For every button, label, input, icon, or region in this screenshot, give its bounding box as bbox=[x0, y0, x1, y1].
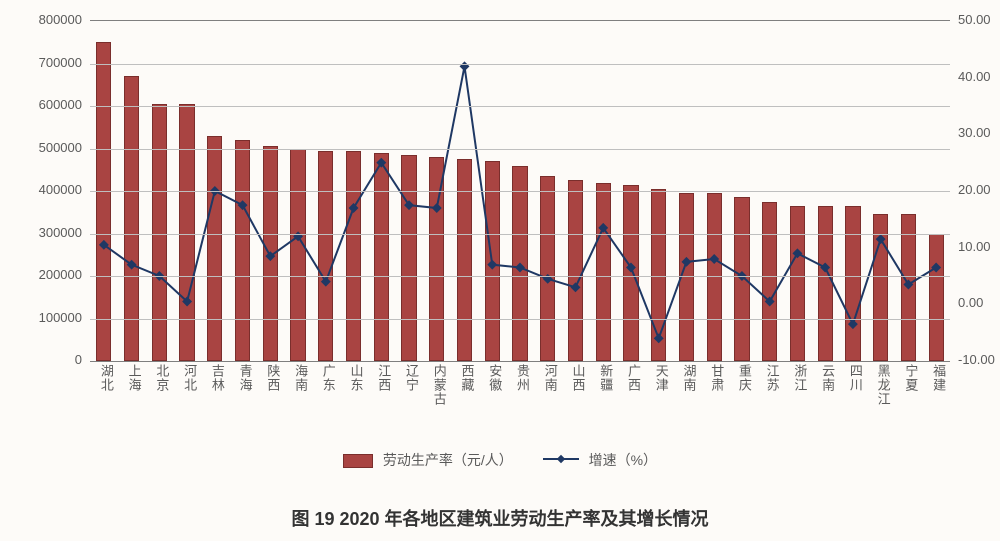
plot-area bbox=[90, 20, 950, 362]
y-left-tick: 0 bbox=[0, 352, 82, 367]
x-tick: 青海 bbox=[236, 364, 255, 392]
x-tick: 吉林 bbox=[208, 364, 227, 392]
x-tick: 河北 bbox=[180, 364, 199, 392]
x-tick: 新疆 bbox=[596, 364, 615, 392]
legend-item-bar: 劳动生产率（元/人） bbox=[343, 450, 513, 470]
legend-swatch-bar bbox=[343, 454, 373, 468]
y-right-tick: 10.00 bbox=[958, 239, 991, 254]
legend-label-bar: 劳动生产率（元/人） bbox=[383, 452, 513, 468]
chart-container: 0 100000 200000 300000 400000 500000 600000 700… bbox=[0, 0, 1000, 541]
y-left-tick: 600000 bbox=[0, 97, 82, 112]
x-tick: 山东 bbox=[347, 364, 366, 392]
y-left-tick: 400000 bbox=[0, 182, 82, 197]
legend: 劳动生产率（元/人） 增速（%） bbox=[0, 450, 1000, 470]
x-tick: 河南 bbox=[541, 364, 560, 392]
y-left-tick: 100000 bbox=[0, 310, 82, 325]
x-tick: 广东 bbox=[319, 364, 338, 392]
legend-swatch-line bbox=[543, 453, 579, 465]
y-right-tick: 20.00 bbox=[958, 182, 991, 197]
x-tick: 湖南 bbox=[679, 364, 698, 392]
legend-label-line: 增速（%） bbox=[589, 452, 657, 468]
x-tick: 四川 bbox=[846, 364, 865, 392]
x-tick: 北京 bbox=[152, 364, 171, 392]
y-right-tick: 50.00 bbox=[958, 12, 991, 27]
x-tick: 湖北 bbox=[97, 364, 116, 392]
y-left-tick: 200000 bbox=[0, 267, 82, 282]
y-left-tick: 700000 bbox=[0, 55, 82, 70]
x-tick: 上海 bbox=[125, 364, 144, 392]
x-tick: 黑龙江 bbox=[874, 364, 893, 406]
x-tick: 天津 bbox=[652, 364, 671, 392]
x-tick: 山西 bbox=[568, 364, 587, 392]
y-right-tick: 40.00 bbox=[958, 69, 991, 84]
y-right-tick: 0.00 bbox=[958, 295, 983, 310]
x-tick: 甘肃 bbox=[707, 364, 726, 392]
x-tick: 宁夏 bbox=[901, 364, 920, 392]
x-tick: 江西 bbox=[374, 364, 393, 392]
x-tick: 重庆 bbox=[735, 364, 754, 392]
x-tick: 江苏 bbox=[763, 364, 782, 392]
x-tick: 内蒙古 bbox=[430, 364, 449, 406]
x-tick: 云南 bbox=[818, 364, 837, 392]
x-tick: 西藏 bbox=[458, 364, 477, 392]
x-tick: 安徽 bbox=[485, 364, 504, 392]
x-tick: 浙江 bbox=[790, 364, 809, 392]
y-left-tick: 800000 bbox=[0, 12, 82, 27]
y-right-tick: 30.00 bbox=[958, 125, 991, 140]
y-left-tick: 300000 bbox=[0, 225, 82, 240]
x-tick: 福建 bbox=[929, 364, 948, 392]
x-tick: 海南 bbox=[291, 364, 310, 392]
y-right-tick: -10.00 bbox=[958, 352, 995, 367]
figure-caption: 图 19 2020 年各地区建筑业劳动生产率及其增长情况 bbox=[0, 505, 1000, 531]
x-tick: 陕西 bbox=[263, 364, 282, 392]
y-left-tick: 500000 bbox=[0, 140, 82, 155]
legend-item-line: 增速（%） bbox=[543, 450, 657, 470]
x-tick: 辽宁 bbox=[402, 364, 421, 392]
x-tick: 贵州 bbox=[513, 364, 532, 392]
x-tick: 广西 bbox=[624, 364, 643, 392]
